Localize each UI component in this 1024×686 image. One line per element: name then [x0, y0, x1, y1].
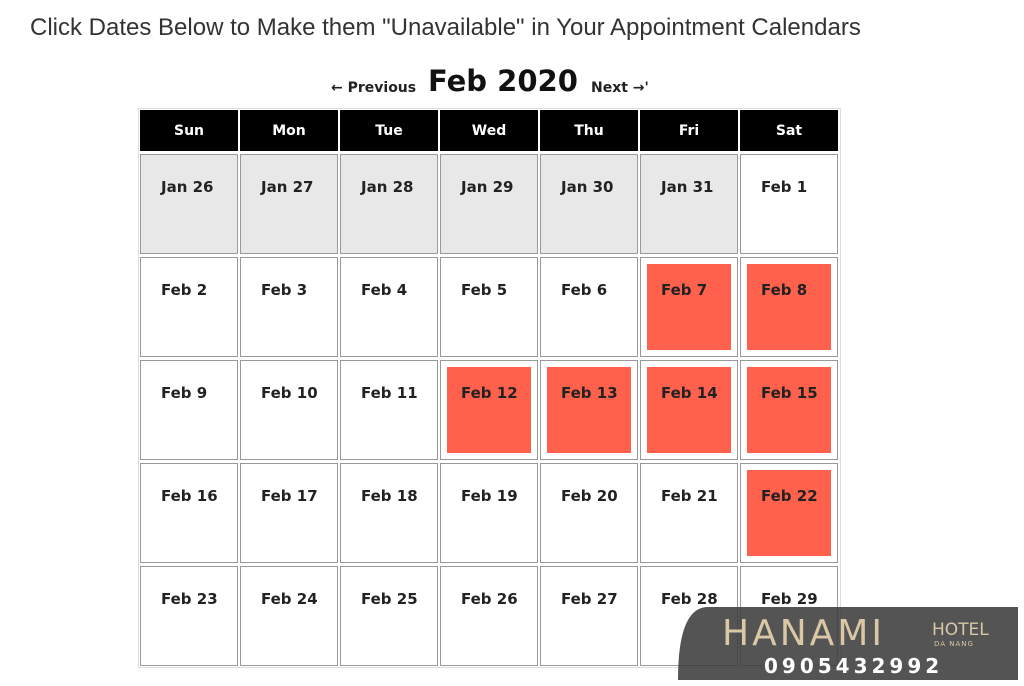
- day-cell[interactable]: Feb 17: [240, 463, 338, 563]
- day-cell[interactable]: Feb 1: [740, 154, 838, 254]
- day-cell[interactable]: Feb 12: [440, 360, 538, 460]
- weekday-header: Tue: [340, 110, 438, 151]
- day-label: Feb 22: [761, 487, 818, 505]
- unavailable-marker: [447, 367, 531, 453]
- watermark-bg: [678, 607, 1018, 680]
- day-cell[interactable]: Jan 28: [340, 154, 438, 254]
- day-cell[interactable]: Jan 27: [240, 154, 338, 254]
- calendar: Sun Mon Tue Wed Thu Fri Sat Jan 26 Jan 27 Jan 28 J…: [138, 108, 841, 668]
- day-label: Feb 21: [661, 487, 718, 505]
- day-cell[interactable]: Feb 21: [640, 463, 738, 563]
- day-cell[interactable]: Feb 8: [740, 257, 838, 357]
- watermark-phone: 0905432992: [764, 654, 943, 678]
- day-label: Feb 7: [661, 281, 708, 299]
- day-cell[interactable]: Feb 16: [140, 463, 238, 563]
- day-cell[interactable]: Feb 13: [540, 360, 638, 460]
- day-label: Jan 27: [261, 178, 314, 196]
- day-label: Feb 8: [761, 281, 808, 299]
- day-label: Feb 1: [761, 178, 808, 196]
- day-cell[interactable]: Feb 24: [240, 566, 338, 666]
- day-label: Feb 14: [661, 384, 718, 402]
- day-cell[interactable]: Jan 29: [440, 154, 538, 254]
- day-cell[interactable]: Feb 23: [140, 566, 238, 666]
- weekday-header: Sun: [140, 110, 238, 151]
- weekday-header: Wed: [440, 110, 538, 151]
- day-label: Feb 28: [661, 590, 718, 608]
- day-cell[interactable]: Feb 4: [340, 257, 438, 357]
- day-label: Feb 3: [261, 281, 308, 299]
- day-cell[interactable]: Feb 19: [440, 463, 538, 563]
- day-cell[interactable]: Feb 26: [440, 566, 538, 666]
- watermark: HANAMI HOTEL DA NANG 0905432992: [678, 607, 1018, 680]
- day-label: Feb 9: [161, 384, 208, 402]
- day-label: Feb 4: [361, 281, 408, 299]
- unavailable-marker: [547, 367, 631, 453]
- unavailable-marker: [747, 367, 831, 453]
- day-label: Feb 5: [461, 281, 508, 299]
- day-label: Feb 15: [761, 384, 818, 402]
- day-cell[interactable]: Feb 10: [240, 360, 338, 460]
- next-link[interactable]: Next →': [591, 80, 649, 96]
- day-label: Feb 17: [261, 487, 318, 505]
- day-cell[interactable]: Feb 20: [540, 463, 638, 563]
- unavailable-marker: [647, 264, 731, 350]
- day-cell[interactable]: Jan 31: [640, 154, 738, 254]
- watermark-brand: HANAMI: [722, 613, 885, 654]
- watermark-hotel: HOTEL: [932, 620, 989, 640]
- day-cell[interactable]: Feb 3: [240, 257, 338, 357]
- day-label: Feb 24: [261, 590, 318, 608]
- day-label: Jan 28: [361, 178, 414, 196]
- day-label: Feb 2: [161, 281, 208, 299]
- unavailable-marker: [647, 367, 731, 453]
- day-label: Feb 12: [461, 384, 518, 402]
- day-label: Feb 10: [261, 384, 318, 402]
- day-label: Jan 26: [161, 178, 214, 196]
- watermark-city: DA NANG: [934, 640, 974, 648]
- day-label: Jan 31: [661, 178, 714, 196]
- previous-link[interactable]: ← Previous: [331, 80, 417, 96]
- unavailable-marker: [747, 470, 831, 556]
- day-label: Feb 18: [361, 487, 418, 505]
- day-label: Feb 26: [461, 590, 518, 608]
- day-cell[interactable]: Feb 18: [340, 463, 438, 563]
- day-cell[interactable]: Feb 22: [740, 463, 838, 563]
- day-label: Feb 13: [561, 384, 618, 402]
- day-label: Feb 19: [461, 487, 518, 505]
- weekday-header: Sat: [740, 110, 838, 151]
- weekday-header: Mon: [240, 110, 338, 151]
- day-label: Jan 29: [461, 178, 514, 196]
- weekday-header: Fri: [640, 110, 738, 151]
- page-title: Click Dates Below to Make them "Unavaila…: [30, 14, 861, 41]
- month-title: Feb 2020: [428, 64, 578, 98]
- day-label: Jan 30: [561, 178, 614, 196]
- day-cell[interactable]: Feb 25: [340, 566, 438, 666]
- day-label: Feb 29: [761, 590, 818, 608]
- day-label: Feb 25: [361, 590, 418, 608]
- day-label: Feb 11: [361, 384, 418, 402]
- day-cell[interactable]: Feb 15: [740, 360, 838, 460]
- day-label: Feb 6: [561, 281, 608, 299]
- day-label: Feb 16: [161, 487, 218, 505]
- day-cell[interactable]: Jan 26: [140, 154, 238, 254]
- day-cell[interactable]: Feb 2: [140, 257, 238, 357]
- unavailable-marker: [747, 264, 831, 350]
- day-cell[interactable]: Feb 7: [640, 257, 738, 357]
- day-cell[interactable]: Feb 14: [640, 360, 738, 460]
- day-label: Feb 20: [561, 487, 618, 505]
- day-cell[interactable]: Feb 27: [540, 566, 638, 666]
- day-cell[interactable]: Feb 9: [140, 360, 238, 460]
- day-cell[interactable]: Feb 11: [340, 360, 438, 460]
- day-label: Feb 27: [561, 590, 618, 608]
- day-cell[interactable]: Feb 6: [540, 257, 638, 357]
- day-cell[interactable]: Jan 30: [540, 154, 638, 254]
- day-cell[interactable]: Feb 5: [440, 257, 538, 357]
- weekday-header: Thu: [540, 110, 638, 151]
- day-label: Feb 23: [161, 590, 218, 608]
